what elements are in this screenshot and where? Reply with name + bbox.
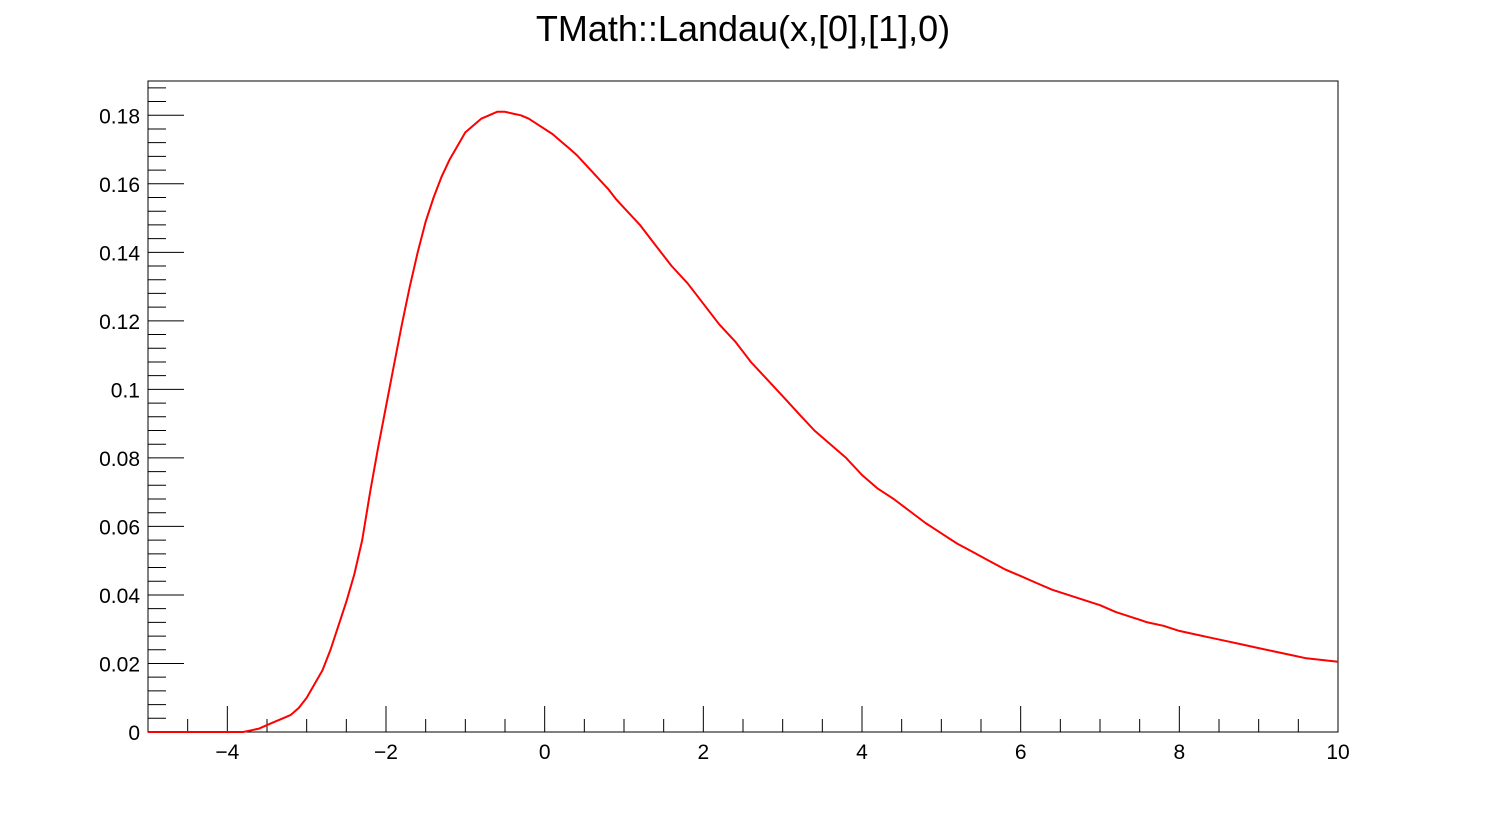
y-tick-label: 0.14 [99,242,140,265]
x-tick-label: 10 [1326,741,1349,764]
x-tick-label: 8 [1173,741,1185,764]
y-axis-ticks [148,87,184,733]
y-tick-label: 0.16 [99,174,140,197]
series-line [148,110,1339,733]
x-tick-label: −4 [215,741,239,764]
y-tick-label: 0.1 [111,379,140,402]
y-tick-label: 0.18 [99,105,140,128]
y-tick-label: 0.12 [99,311,140,334]
x-tick-label: 4 [856,741,868,764]
series-layer [148,110,1339,733]
y-tick-label: 0 [128,722,140,745]
x-tick-label: 2 [697,741,709,764]
plot-frame [147,80,1339,733]
x-tick-label: −2 [374,741,398,764]
x-tick-label: 0 [539,741,551,764]
y-tick-label: 0.04 [99,585,140,608]
x-tick-label: 6 [1015,741,1027,764]
y-tick-label: 0.08 [99,448,140,471]
y-tick-label: 0.02 [99,653,140,676]
y-axis-tick-labels: 0 0.02 0.04 0.06 0.08 0.1 0.12 0.14 0.16 0.18 [99,105,140,745]
y-tick-label: 0.06 [99,516,140,539]
chart-title: TMath::Landau(x,[0],[1],0) [536,8,950,49]
x-axis-ticks [147,706,1339,732]
x-axis-tick-labels: −4 −2 0 2 4 6 8 10 [215,741,1349,764]
